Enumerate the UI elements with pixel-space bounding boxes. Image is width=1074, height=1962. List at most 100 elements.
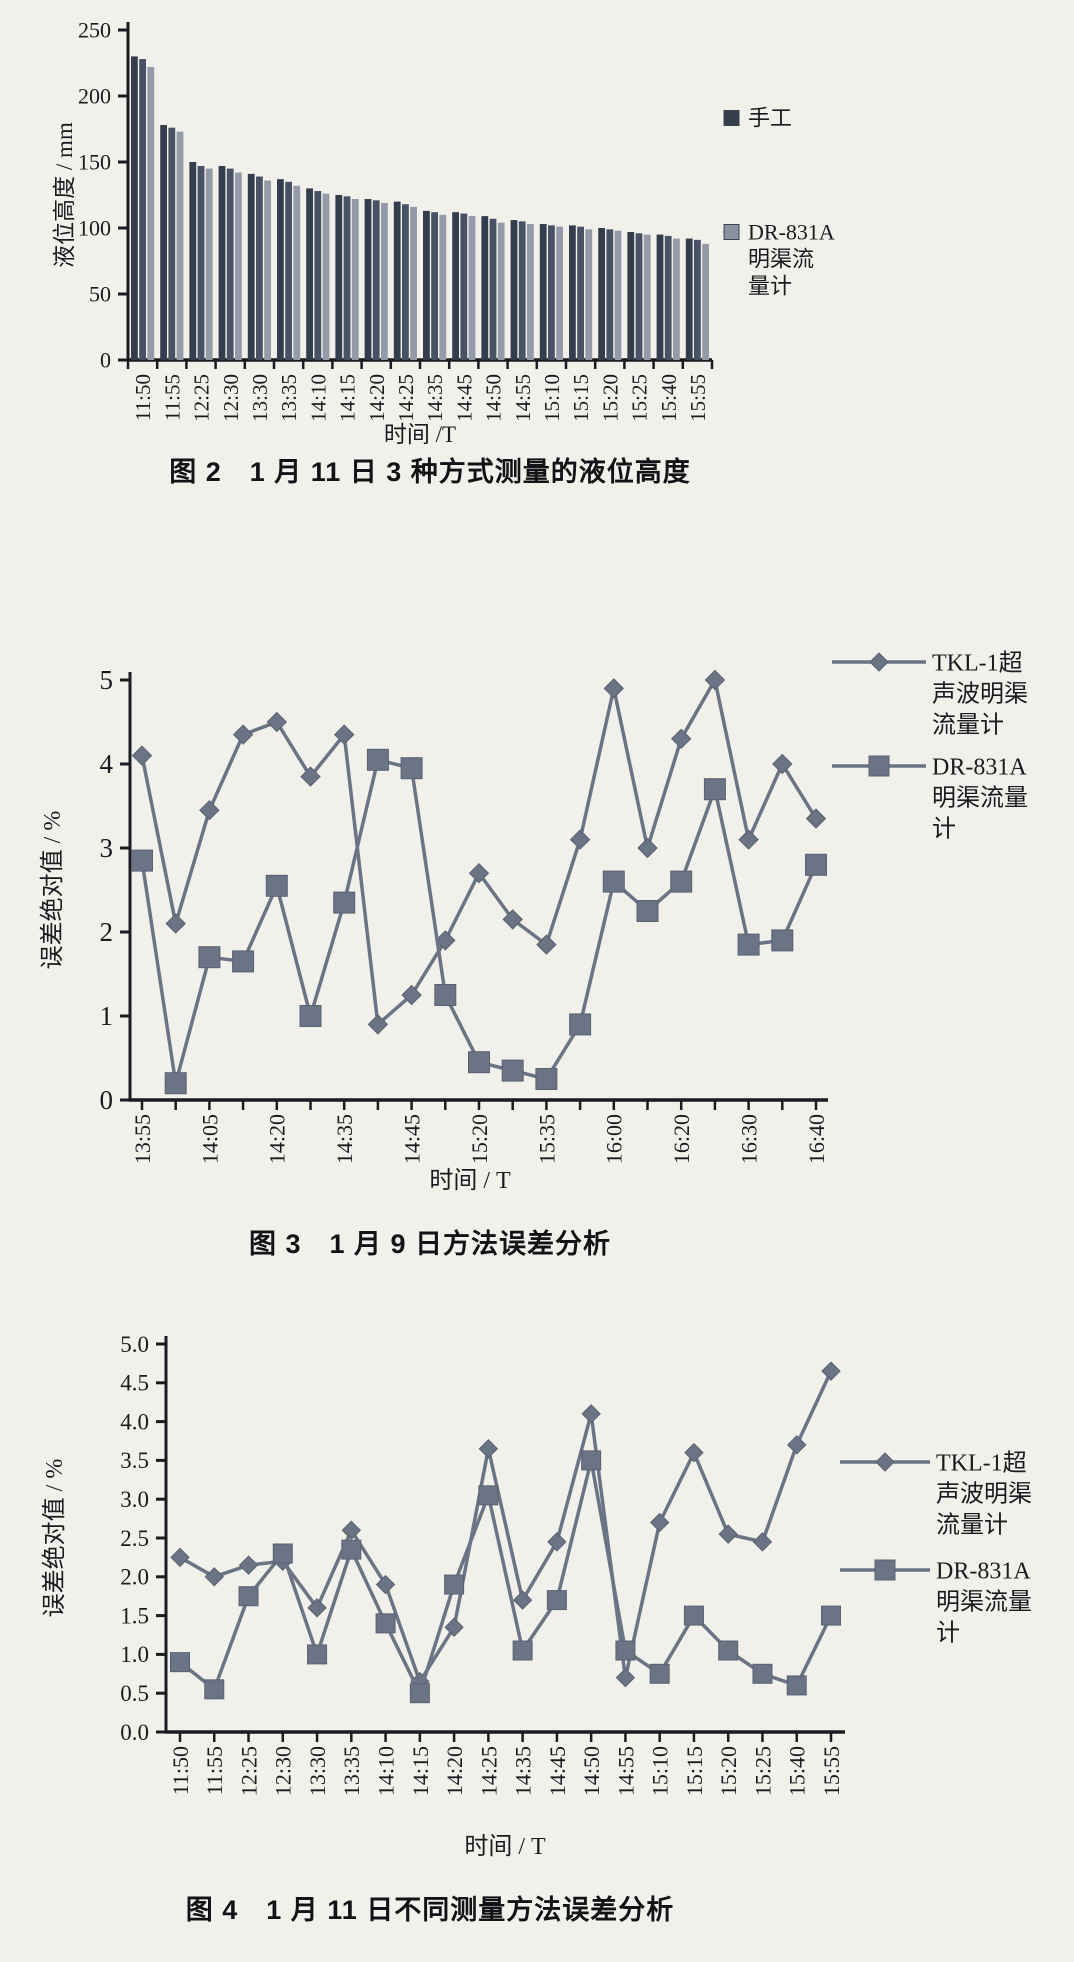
svg-text:16:30: 16:30 (737, 1114, 762, 1164)
svg-text:明渠流量: 明渠流量 (936, 1588, 1032, 1615)
svg-text:DR-831A: DR-831A (748, 220, 835, 245)
svg-text:14:50: 14:50 (482, 374, 506, 422)
svg-text:12:30: 12:30 (219, 374, 243, 422)
svg-text:14:25: 14:25 (476, 1746, 501, 1796)
svg-text:250: 250 (78, 17, 111, 42)
svg-text:14:10: 14:10 (306, 374, 330, 422)
svg-text:50: 50 (89, 281, 111, 306)
svg-text:手工: 手工 (748, 106, 792, 131)
svg-text:14:55: 14:55 (613, 1746, 638, 1796)
svg-text:200: 200 (78, 83, 111, 108)
svg-text:13:55: 13:55 (130, 1114, 155, 1164)
svg-text:13:30: 13:30 (248, 374, 272, 422)
svg-text:0.0: 0.0 (120, 1720, 149, 1745)
svg-text:3.0: 3.0 (120, 1487, 149, 1512)
svg-text:12:25: 12:25 (236, 1746, 261, 1796)
svg-text:TKL-1超: TKL-1超 (932, 649, 1023, 676)
svg-text:14:15: 14:15 (408, 1746, 433, 1796)
svg-text:流量计: 流量计 (932, 711, 1004, 738)
svg-text:0: 0 (100, 347, 111, 372)
svg-text:14:50: 14:50 (579, 1746, 604, 1796)
svg-text:3.5: 3.5 (120, 1448, 149, 1473)
svg-text:4.0: 4.0 (120, 1409, 149, 1434)
svg-text:时间 /T: 时间 /T (384, 422, 456, 447)
svg-text:15:10: 15:10 (540, 374, 564, 422)
svg-text:时间 / T: 时间 / T (429, 1167, 511, 1194)
svg-text:15:20: 15:20 (467, 1114, 492, 1164)
svg-text:14:45: 14:45 (400, 1114, 425, 1164)
svg-text:14:20: 14:20 (442, 1746, 467, 1796)
svg-text:15:40: 15:40 (785, 1746, 810, 1796)
svg-text:15:25: 15:25 (628, 374, 652, 422)
svg-text:14:55: 14:55 (511, 374, 535, 422)
svg-text:14:15: 14:15 (336, 374, 360, 422)
svg-text:13:30: 13:30 (305, 1746, 330, 1796)
svg-text:13:35: 13:35 (277, 374, 301, 422)
svg-text:明渠流: 明渠流 (748, 247, 814, 272)
svg-text:14:45: 14:45 (452, 374, 476, 422)
svg-text:13:35: 13:35 (339, 1746, 364, 1796)
svg-text:11:55: 11:55 (160, 374, 184, 421)
figure4-caption: 图 4 1 月 11 日不同测量方法误差分析 (185, 1895, 675, 1925)
svg-text:明渠流量: 明渠流量 (932, 784, 1028, 811)
svg-text:计: 计 (936, 1619, 960, 1646)
svg-text:1.0: 1.0 (120, 1642, 149, 1667)
svg-text:0.5: 0.5 (120, 1681, 149, 1706)
svg-text:14:35: 14:35 (423, 374, 447, 422)
svg-text:16:00: 16:00 (602, 1114, 627, 1164)
figure3-error-line-chart: 0 1 2 3 4 5 误差绝对值 / % 时间 / T 13:55 14:05 14:20 14:3… (39, 649, 1028, 1194)
svg-text:时间 / T: 时间 / T (464, 1833, 546, 1860)
svg-text:2.0: 2.0 (120, 1565, 149, 1590)
svg-text:TKL-1超: TKL-1超 (936, 1449, 1027, 1476)
svg-text:声波明渠: 声波明渠 (932, 680, 1028, 707)
svg-text:16:40: 16:40 (804, 1114, 829, 1164)
svg-text:2: 2 (100, 917, 114, 947)
svg-text:15:20: 15:20 (598, 374, 622, 422)
svg-text:声波明渠: 声波明渠 (936, 1480, 1032, 1507)
svg-text:14:45: 14:45 (545, 1746, 570, 1796)
svg-text:4.5: 4.5 (120, 1371, 149, 1396)
svg-text:量计: 量计 (748, 274, 792, 299)
svg-text:1.5: 1.5 (120, 1603, 149, 1628)
svg-text:12:25: 12:25 (190, 374, 214, 422)
svg-text:5: 5 (100, 665, 114, 695)
svg-text:5.0: 5.0 (120, 1332, 149, 1357)
svg-text:11:55: 11:55 (202, 1746, 227, 1795)
svg-text:计: 计 (932, 815, 956, 842)
svg-text:误差绝对值 / %: 误差绝对值 / % (41, 1459, 68, 1618)
svg-text:4: 4 (100, 749, 114, 779)
svg-text:15:55: 15:55 (686, 374, 710, 422)
svg-text:0: 0 (100, 1085, 114, 1115)
svg-text:14:25: 14:25 (394, 374, 418, 422)
svg-text:15:35: 15:35 (534, 1114, 559, 1164)
figure3-caption: 图 3 1 月 9 日方法误差分析 (248, 1229, 612, 1259)
svg-text:15:15: 15:15 (682, 1746, 707, 1796)
svg-text:15:55: 15:55 (819, 1746, 844, 1796)
svg-text:150: 150 (78, 149, 111, 174)
svg-text:DR-831A: DR-831A (932, 754, 1027, 780)
svg-text:14:35: 14:35 (511, 1746, 536, 1796)
svg-text:15:20: 15:20 (716, 1746, 741, 1796)
svg-text:液位高度 / mm: 液位高度 / mm (52, 122, 77, 268)
svg-text:15:25: 15:25 (750, 1746, 775, 1796)
svg-text:11:50: 11:50 (131, 374, 155, 421)
svg-text:14:05: 14:05 (197, 1114, 222, 1164)
figure2-caption: 图 2 1 月 11 日 3 种方式测量的液位高度 (169, 457, 691, 487)
svg-text:15:10: 15:10 (648, 1746, 673, 1796)
svg-text:流量计: 流量计 (936, 1511, 1008, 1538)
svg-text:1: 1 (100, 1001, 114, 1031)
svg-text:100: 100 (78, 215, 111, 240)
figure4-error-line-chart: 0.0 0.5 1.0 1.5 2.0 2.5 3.0 3.5 4.0 4.5 5.0 误差绝对值 /… (41, 1332, 1032, 1860)
svg-text:DR-831A: DR-831A (936, 1558, 1031, 1584)
svg-text:15:15: 15:15 (569, 374, 593, 422)
svg-text:14:20: 14:20 (365, 374, 389, 422)
svg-text:14:10: 14:10 (373, 1746, 398, 1796)
svg-text:15:40: 15:40 (657, 374, 681, 422)
svg-text:14:35: 14:35 (332, 1114, 357, 1164)
svg-text:16:20: 16:20 (669, 1114, 694, 1164)
svg-text:14:20: 14:20 (265, 1114, 290, 1164)
svg-text:11:50: 11:50 (168, 1746, 193, 1795)
svg-text:误差绝对值 / %: 误差绝对值 / % (39, 811, 66, 970)
